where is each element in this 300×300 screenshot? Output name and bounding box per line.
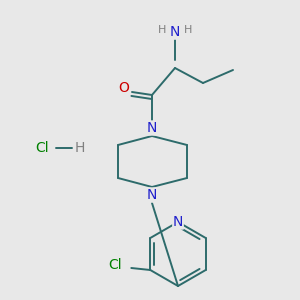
Text: N: N [173,215,183,229]
Text: H: H [184,25,192,35]
Text: N: N [147,188,157,202]
Text: N: N [147,121,157,135]
Text: N: N [170,25,180,39]
Text: Cl: Cl [35,141,49,155]
Text: Cl: Cl [109,258,122,272]
Text: H: H [75,141,85,155]
Text: H: H [158,25,166,35]
Text: O: O [118,81,129,95]
